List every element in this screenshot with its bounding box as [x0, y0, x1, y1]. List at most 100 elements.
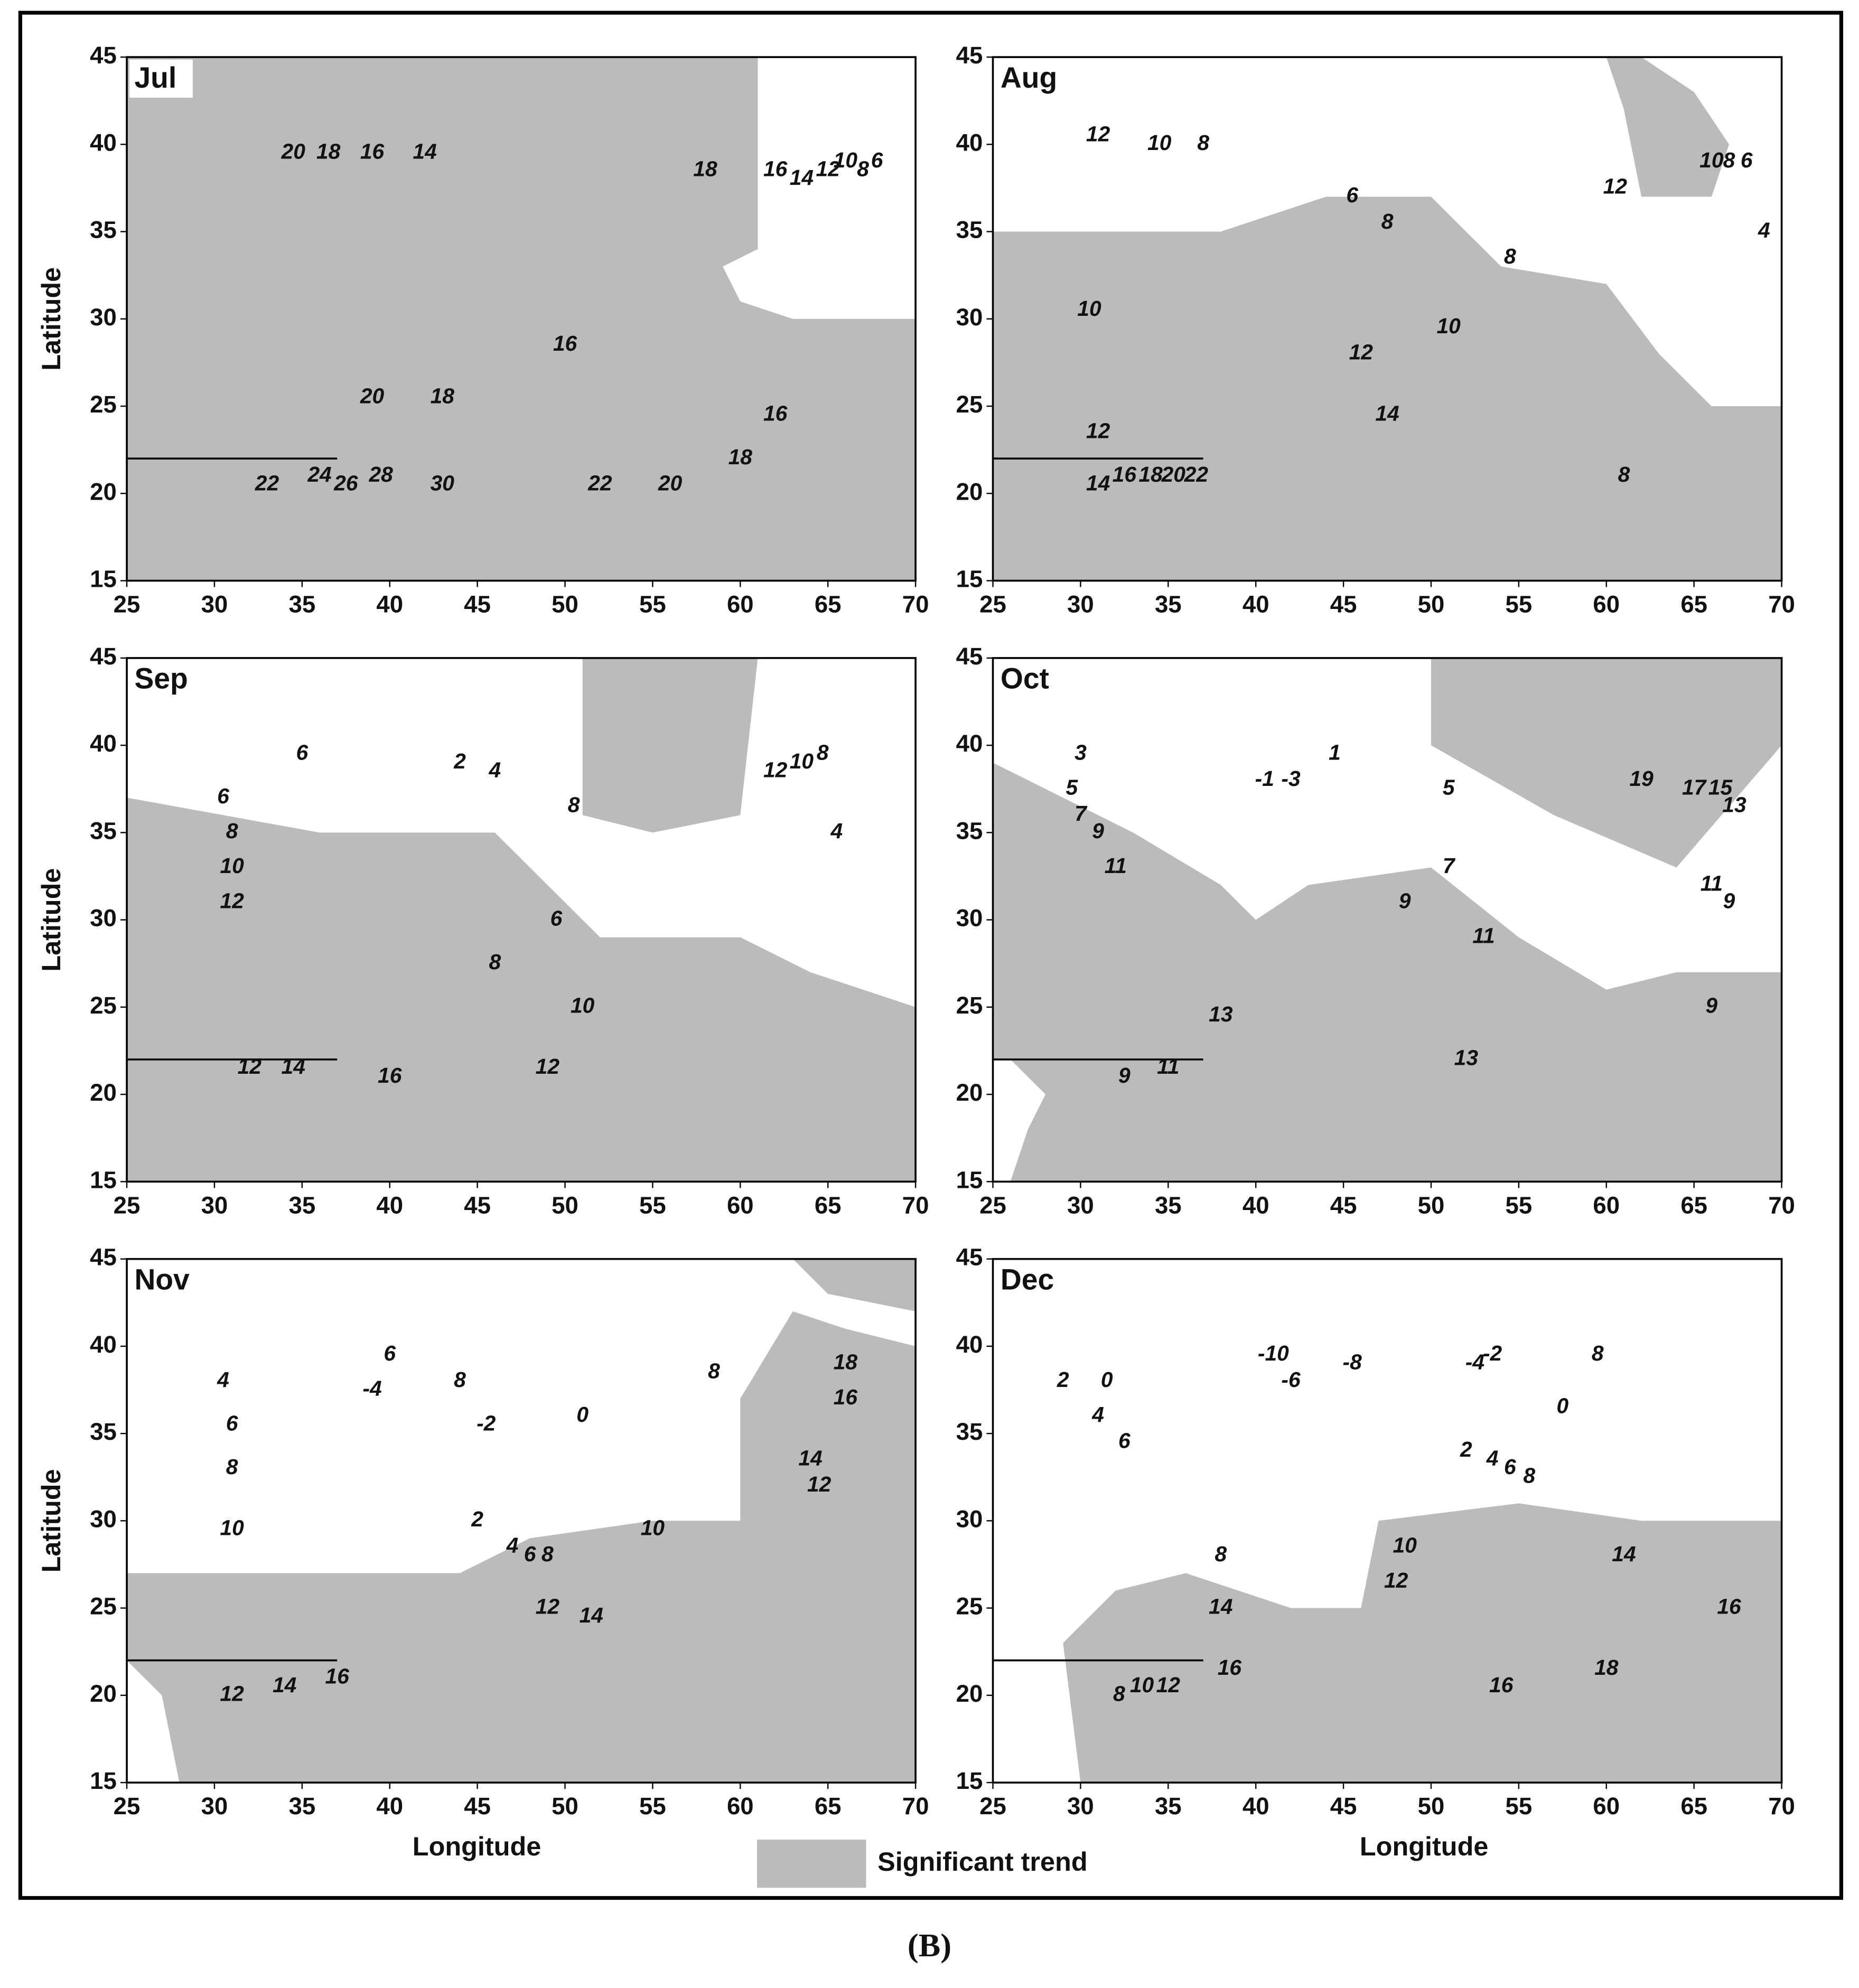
y-axis-label: Latitude	[36, 267, 66, 371]
contour-label: 10	[1436, 314, 1461, 338]
contour-label: 4	[1758, 218, 1770, 242]
contour-label: 6	[384, 1341, 396, 1365]
contour-label: 18	[728, 445, 753, 469]
x-tick-label: 25	[114, 591, 141, 618]
contour-label: 4	[830, 819, 843, 843]
contour-label: 4	[506, 1533, 519, 1558]
contour-label: 8	[1723, 148, 1735, 172]
contour-label: 10	[571, 993, 595, 1018]
contour-label: -3	[1281, 766, 1301, 791]
x-tick-label: 65	[815, 1793, 842, 1820]
contour-label: 11	[1157, 1054, 1179, 1079]
month-label: Aug	[1001, 61, 1057, 94]
contour-label: 6	[1741, 148, 1753, 172]
y-tick-label: 25	[90, 992, 117, 1019]
x-tick-label: 50	[1418, 1793, 1445, 1820]
x-tick-label: 25	[979, 1192, 1006, 1218]
y-tick-label: 30	[90, 905, 117, 932]
contour-label: 12	[816, 157, 840, 181]
y-tick-label: 20	[90, 1079, 117, 1106]
contour-label: 14	[798, 1446, 822, 1470]
contour-label: 14	[1375, 401, 1399, 425]
x-tick-label: 40	[376, 1192, 403, 1218]
contour-label: 1	[1329, 740, 1341, 764]
contour-label: 14	[1612, 1542, 1636, 1566]
contour-label: 16	[763, 401, 788, 425]
y-tick-label: 20	[956, 1680, 983, 1707]
contour-label: 2	[471, 1507, 483, 1531]
significant-area	[127, 798, 916, 1182]
x-tick-label: 25	[114, 1793, 141, 1820]
x-tick-label: 25	[979, 1793, 1006, 1820]
y-tick-label: 20	[90, 1680, 117, 1707]
x-tick-label: 55	[1506, 1793, 1533, 1820]
x-axis-label: Longitude	[413, 1831, 541, 1861]
y-tick-label: 45	[90, 42, 117, 69]
contour-label: 16	[378, 1063, 402, 1087]
contour-label: 24	[307, 462, 331, 486]
contour-label: 12	[807, 1472, 832, 1496]
x-tick-label: 70	[1768, 1192, 1795, 1218]
contour-label: 6	[871, 148, 883, 172]
contour-label: 16	[1113, 462, 1137, 486]
contour-label: 19	[1629, 766, 1654, 791]
y-tick-label: 15	[90, 1166, 117, 1193]
contour-label: 18	[1594, 1655, 1619, 1680]
contour-label: 10	[1393, 1533, 1417, 1558]
x-tick-label: 35	[1155, 1793, 1182, 1820]
contour-label: 9	[1399, 888, 1411, 913]
contour-label: 15	[1708, 775, 1733, 800]
x-tick-label: 60	[1593, 591, 1620, 618]
contour-label: 5	[1443, 775, 1455, 800]
contour-label: 8	[1592, 1341, 1604, 1365]
contour-label: 14	[282, 1054, 305, 1079]
contour-label: 8	[1504, 244, 1516, 268]
contour-label: 22	[587, 471, 612, 495]
contour-label: 12	[1156, 1673, 1181, 1697]
significant-area	[1501, 57, 1730, 197]
y-tick-label: 45	[956, 1244, 983, 1271]
contour-label: 6	[226, 1411, 238, 1435]
significant-area	[993, 763, 1782, 1182]
month-box	[995, 1261, 1059, 1300]
x-tick-label: 40	[376, 591, 403, 618]
y-tick-label: 30	[90, 1505, 117, 1532]
contour-label: 8	[708, 1358, 720, 1383]
y-tick-label: 15	[956, 1767, 983, 1794]
y-tick-label: 35	[956, 217, 983, 243]
x-tick-label: 50	[552, 1192, 578, 1218]
map-panel: 25 30 35 40 45 50 55 60 65 7015202530354045Oct357…	[956, 643, 1795, 1218]
x-tick-label: 65	[1680, 1793, 1707, 1820]
month-box	[129, 1261, 193, 1300]
y-tick-label: 40	[956, 730, 983, 757]
contour-label: 8	[1197, 130, 1209, 155]
contour-label: 16	[763, 157, 788, 181]
x-tick-label: 45	[464, 1192, 491, 1218]
x-tick-label: 45	[1330, 1793, 1357, 1820]
contour-label: -2	[477, 1411, 496, 1435]
x-tick-label: 40	[1243, 1793, 1269, 1820]
map-panel: 25 30 35 40 45 50 55 60 65 70 15 20 25 30 35 40 45 Jul 20 1…	[36, 42, 929, 617]
x-tick-label: 35	[288, 591, 315, 618]
y-axis-label: Latitude	[36, 1469, 66, 1572]
contour-label: 10	[1699, 148, 1724, 172]
month-box	[129, 59, 193, 98]
x-tick-label: 70	[902, 1793, 929, 1820]
y-tick-label: 45	[956, 643, 983, 670]
significant-area	[127, 1311, 916, 1783]
x-tick-label: 50	[1418, 1192, 1445, 1218]
x-tick-label: 30	[1067, 1192, 1094, 1218]
x-tick-label: 30	[1067, 591, 1094, 618]
y-tick-label: 35	[90, 217, 117, 243]
x-tick-label: 45	[1330, 1192, 1357, 1218]
contour-label: -2	[1483, 1341, 1502, 1365]
contour-label: 16	[1218, 1655, 1242, 1680]
x-tick-label: 65	[1680, 591, 1707, 618]
contour-label: 7	[1075, 801, 1088, 826]
contour-label: 10	[790, 749, 814, 773]
contour-label: 8	[857, 157, 869, 181]
significant-area	[775, 1259, 916, 1311]
